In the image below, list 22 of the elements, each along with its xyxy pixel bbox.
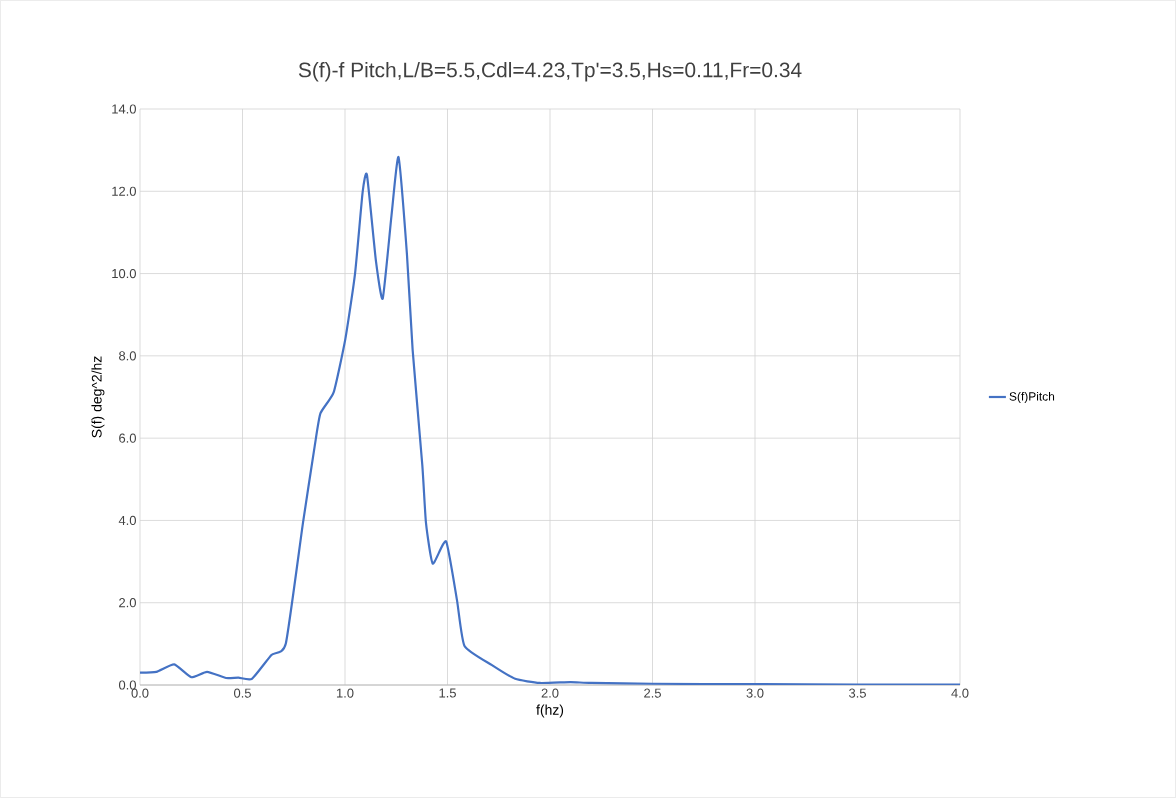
y-tick-label: 0.0 xyxy=(118,680,136,690)
x-tick-label: 3.5 xyxy=(849,688,866,698)
x-axis-title: f(hz) xyxy=(536,704,564,718)
x-tick-label: 4.0 xyxy=(951,688,969,698)
x-tick-label: 2.5 xyxy=(644,688,661,698)
y-tick-label: 8.0 xyxy=(119,351,136,361)
x-tick-label: 1.5 xyxy=(439,688,456,698)
y-tick-label: 6.0 xyxy=(119,433,136,443)
y-tick-label: 2.0 xyxy=(119,598,136,608)
x-tick-label: 0.5 xyxy=(234,688,251,698)
line-series xyxy=(140,156,961,685)
x-tick-label: 1.0 xyxy=(336,688,354,698)
x-tick-label: 3.0 xyxy=(746,688,764,698)
y-tick-label: 14.0 xyxy=(112,104,136,114)
y-axis-title: S(f) deg^2/hz xyxy=(91,356,105,438)
y-tick-label: 12.0 xyxy=(112,186,136,196)
x-tick-label: 2.0 xyxy=(541,688,559,698)
y-tick-label: 10.0 xyxy=(112,268,136,279)
x-tick-label: 0.0 xyxy=(131,688,149,698)
chart-title: S(f)-f Pitch,L/B=5.5,Cdl=4.23,Tp'=3.5,Hs=0.11,Fr=0.34 xyxy=(298,62,802,82)
legend-label: S(f)Pitch xyxy=(1009,391,1055,404)
y-tick-label: 4.0 xyxy=(118,515,136,526)
